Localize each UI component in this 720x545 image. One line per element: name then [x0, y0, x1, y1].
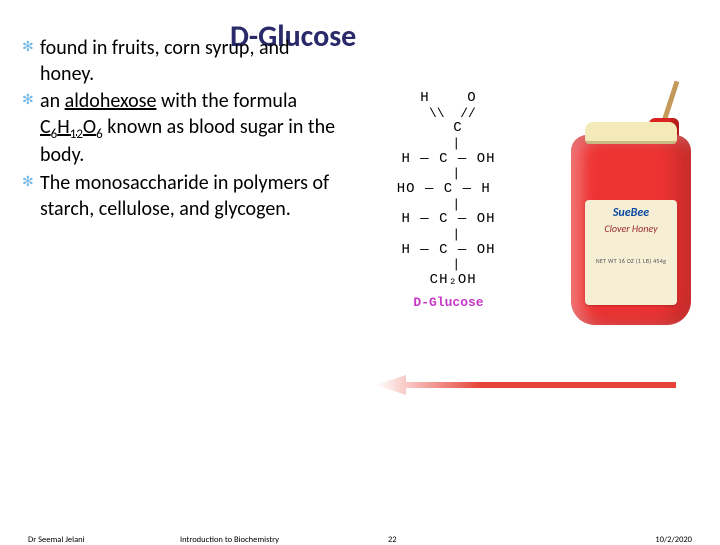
footer-page: 22 [388, 535, 397, 545]
bullet-text: found in fruits, corn syrup, and honey. [40, 36, 290, 86]
bullet-item: ✻ an aldohexose with the formula C6H12O6… [22, 89, 342, 169]
footer-date: 10/2/2020 [655, 535, 692, 545]
jar-label: SueBee Clover Honey NET WT 16 OZ (1 LB) … [585, 200, 677, 305]
structure-row: | [366, 258, 531, 272]
fischer-projection: H O \\ // C | H — C — OH | HO — C — H | … [366, 90, 531, 309]
structure-label: D-Glucose [366, 296, 531, 310]
bullet-item: ✻ The monosaccharide in polymers of star… [22, 171, 342, 222]
jar-small: NET WT 16 OZ (1 LB) 454g [588, 257, 674, 265]
figure-area: H O \\ // C | H — C — OH | HO — C — H | … [366, 70, 696, 400]
structure-row: H O [366, 91, 531, 106]
structure-row: H — C — OH [366, 243, 531, 258]
footer-course: Introduction to Biochemistry [180, 535, 279, 545]
structure-row: | [366, 198, 531, 212]
snowflake-icon: ✻ [22, 41, 34, 53]
jar-kind: Clover Honey [588, 222, 674, 235]
slide: D-Glucose ✻ found in fruits, corn syrup,… [0, 0, 720, 540]
footer-author: Dr Seemal Jelani [28, 535, 85, 545]
structure-row: H — C — OH [366, 212, 531, 227]
bullet-list: ✻ found in fruits, corn syrup, and honey… [22, 36, 342, 224]
snowflake-icon: ✻ [22, 94, 34, 106]
structure-row: | [366, 167, 531, 181]
structure-row: C [366, 121, 531, 136]
snowflake-icon: ✻ [22, 176, 34, 188]
structure-row: | [366, 137, 531, 151]
bullet-text: an aldohexose with the formula C6H12O6 k… [40, 89, 335, 167]
jar-lid [585, 122, 677, 144]
bullet-item: ✻ found in fruits, corn syrup, and honey… [22, 36, 342, 87]
bullet-text: The monosaccharide in polymers of starch… [40, 171, 329, 221]
structure-row: | [366, 228, 531, 242]
structure-row: HO — C — H [366, 182, 531, 197]
jar-brand: SueBee [588, 206, 674, 220]
structure-row: CH₂OH [366, 273, 531, 288]
arrow-icon [376, 375, 676, 395]
honey-jar: SueBee Clover Honey NET WT 16 OZ (1 LB) … [571, 80, 696, 355]
structure-row: \\ // [366, 107, 531, 121]
structure-row: H — C — OH [366, 152, 531, 167]
